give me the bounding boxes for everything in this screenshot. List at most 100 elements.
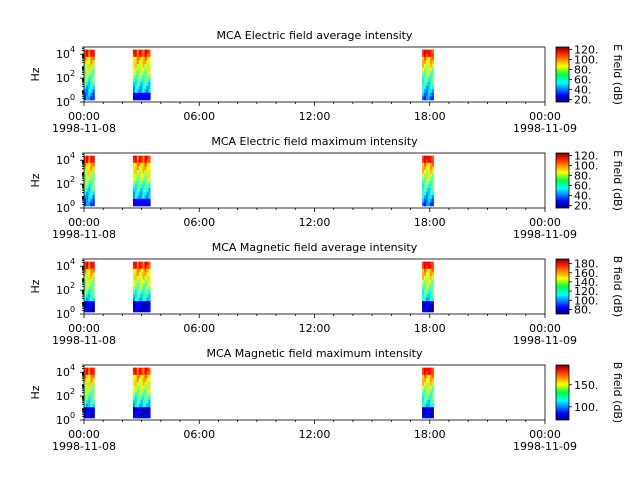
spectrogram-cell [425, 53, 429, 58]
spectrogram-cell [132, 392, 136, 397]
spectrogram-cell [88, 290, 91, 295]
spectrogram-cell [422, 286, 425, 291]
y-tick-exponent: 2 [70, 175, 75, 184]
spectrogram-cell [90, 56, 93, 61]
x-tick-label: 18:00 [414, 428, 446, 441]
spectrogram-cell [427, 162, 431, 167]
spectrogram-cell [90, 385, 93, 390]
spectrogram-cell [425, 180, 429, 185]
colorbar-tick-label: 80. [574, 303, 592, 316]
spectrogram-cell [425, 188, 429, 192]
spectrogram-cell [136, 85, 140, 90]
spectrogram-cell [144, 78, 147, 83]
spectrogram-cell [422, 389, 425, 394]
spectrogram-cell [138, 407, 141, 412]
spectrogram-cell [427, 74, 431, 79]
spectrogram-cell [423, 191, 427, 196]
spectrogram-cell [425, 410, 429, 415]
spectrogram-cell [140, 180, 143, 185]
spectrogram-cell [84, 290, 87, 295]
spectrogram-cell [144, 407, 147, 412]
spectrogram-cell [92, 82, 95, 86]
spectrogram-cell [132, 410, 136, 415]
spectrogram-cell [148, 177, 151, 182]
spectrogram-cell [92, 162, 95, 167]
spectrogram-cell [140, 60, 143, 65]
spectrogram-cell [431, 195, 434, 200]
spectrogram-cell [88, 184, 91, 189]
spectrogram-cell [425, 60, 429, 65]
spectrogram-cell [146, 268, 149, 273]
spectrogram-cell [431, 60, 434, 65]
spectrogram-cell [422, 74, 425, 79]
spectrogram-cell [92, 367, 95, 372]
spectrogram-cell [92, 304, 95, 309]
spectrogram-cell [431, 374, 434, 379]
spectrogram-cell [132, 385, 136, 390]
spectrogram-cell [425, 195, 429, 200]
spectrogram-cell [431, 308, 434, 313]
spectrogram-cell [142, 170, 145, 174]
spectrogram-cell [422, 56, 425, 61]
spectrogram-cell [90, 290, 93, 295]
spectrogram-cell [431, 382, 434, 386]
spectrogram-cell [425, 67, 429, 72]
spectrogram-cell [146, 64, 149, 68]
spectrogram-cell [144, 173, 147, 178]
spectrogram-cell [132, 367, 136, 372]
spectrogram-cell [144, 410, 147, 415]
spectrogram-cell [146, 385, 149, 390]
spectrogram-cell [422, 53, 425, 58]
spectrogram-cell [431, 279, 434, 284]
spectrogram-cell [92, 89, 95, 94]
y-tick-exponent: 4 [70, 151, 75, 160]
spectrogram-cell [422, 173, 425, 178]
spectrogram-cell [427, 85, 431, 90]
spectrogram-cell [423, 166, 427, 171]
spectrogram-cell [422, 92, 425, 97]
spectrogram-cell [136, 389, 140, 394]
spectrogram-cell [144, 184, 147, 189]
plot-frame [83, 152, 546, 209]
y-tick-exponent: 4 [70, 45, 75, 54]
spectrogram-cell [84, 294, 87, 298]
spectrogram-cell [425, 170, 429, 174]
spectrogram-cell [134, 166, 138, 171]
spectrogram-cell [140, 96, 143, 101]
spectrogram-cell [142, 367, 145, 372]
spectrogram-cell [423, 64, 427, 68]
spectrogram-cell [92, 385, 95, 390]
spectrogram-cell [423, 290, 427, 295]
spectrogram-cell [92, 382, 95, 386]
spectrogram-cell [136, 279, 140, 284]
spectrogram-cell [138, 53, 141, 58]
spectrogram-cell [146, 166, 149, 171]
spectrogram-cell [134, 92, 138, 97]
spectrogram-cell [144, 159, 147, 164]
spectrogram-cell [427, 367, 431, 372]
spectrogram-cell [427, 382, 431, 386]
chart-title: MCA Electric field maximum intensity [211, 135, 418, 148]
spectrogram-cell [90, 89, 93, 94]
spectrogram-cell [431, 268, 434, 273]
spectrogram-cell [138, 286, 141, 291]
spectrogram-cell [423, 78, 427, 83]
spectrogram-cell [142, 290, 145, 295]
spectrogram-cell [146, 170, 149, 174]
spectrogram-cell [134, 371, 138, 376]
spectrogram-cell [138, 378, 141, 383]
spectrogram-cell [142, 60, 145, 65]
spectrogram-cell [136, 96, 140, 101]
spectrogram-cell [429, 403, 432, 408]
spectrogram-cell [86, 177, 89, 182]
x-date-label: 1998-11-08 [52, 122, 116, 135]
spectrogram-cell [138, 392, 141, 397]
spectrogram-cell [148, 184, 151, 189]
spectrogram-cell [423, 261, 427, 266]
spectrogram-cell [134, 378, 138, 383]
spectrogram-cell [86, 188, 89, 192]
spectrogram-cell [146, 389, 149, 394]
spectrogram-cell [134, 283, 138, 288]
colorbar: 20.40.60.80.100.120. E field (dB) [555, 150, 624, 213]
